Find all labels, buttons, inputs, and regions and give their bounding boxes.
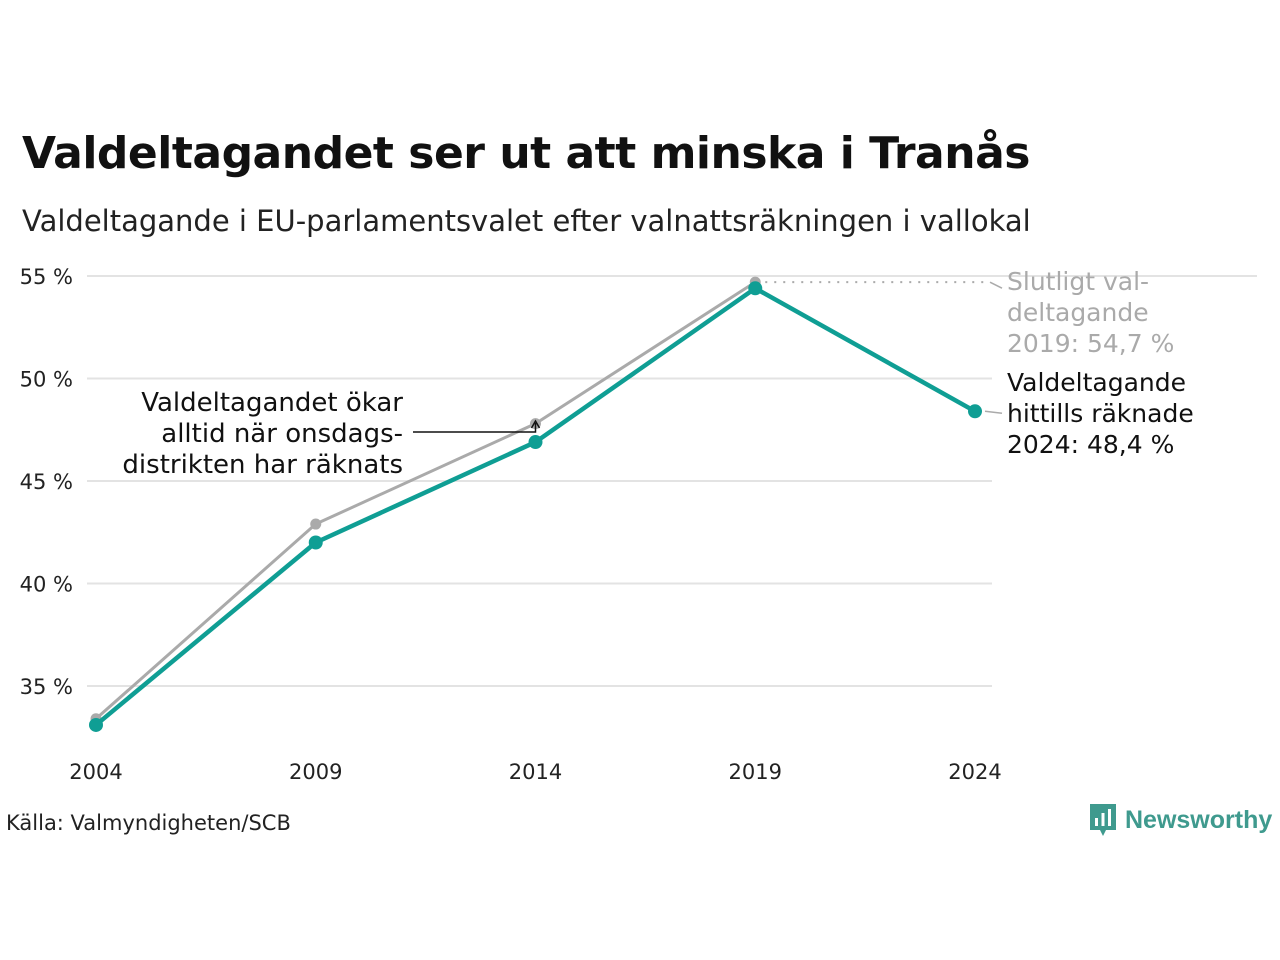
wednesday-note-line: Valdeltagandet ökar bbox=[141, 388, 403, 418]
x-tick-label: 2024 bbox=[948, 760, 1001, 784]
wednesday-note-arrow bbox=[413, 423, 537, 433]
source-note: Källa: Valmyndigheten/SCB bbox=[6, 811, 291, 835]
election-night-turnout-point bbox=[528, 435, 543, 450]
newsworthy-logo-text: Newsworthy bbox=[1125, 805, 1273, 834]
final-turnout-label: Slutligt val-deltagande 2019: 54,7 % bbox=[1007, 267, 1174, 358]
election-night-turnout-line bbox=[94, 286, 977, 727]
current-turnout-label-line: hittills räknade bbox=[1007, 399, 1194, 428]
wednesday-note-line: distrikten har räknats bbox=[122, 450, 403, 480]
wednesday-note-arrowhead bbox=[530, 419, 541, 429]
election-night-turnout-point bbox=[748, 281, 763, 296]
y-tick-label: 45 % bbox=[20, 470, 73, 494]
current-turnout-label: Valdeltagande hittills räknade 2024: 48,4 … bbox=[1007, 368, 1194, 459]
x-tick-label: 2014 bbox=[509, 760, 562, 784]
election-night-turnout-point bbox=[89, 717, 103, 732]
final-turnout-label-line: Slutligt val- bbox=[1007, 267, 1149, 296]
current-2024-leader bbox=[984, 410, 1003, 415]
current-turnout-label-line: Valdeltagande bbox=[1007, 368, 1186, 397]
final-turnout-point bbox=[310, 518, 322, 530]
wednesday-note-line: alltid när onsdags- bbox=[161, 419, 403, 449]
final-2019-leader-tick bbox=[989, 281, 1003, 289]
y-tick-label: 55 % bbox=[20, 265, 73, 289]
chart-title: Valdeltagandet ser ut att minska i Tranå… bbox=[22, 128, 1030, 179]
line-chart: 35 % 40 % 45 % 50 % 55 % 2004 2009 2014 2019 2024… bbox=[20, 265, 1257, 784]
wednesday-note: Valdeltagandet ökar alltid när onsdags-di… bbox=[122, 388, 403, 480]
final-turnout-label-line: deltagande bbox=[1007, 298, 1149, 327]
x-tick-label: 2009 bbox=[289, 760, 342, 784]
y-tick-label: 50 % bbox=[20, 368, 73, 392]
election-night-turnout-point bbox=[308, 535, 323, 550]
x-tick-label: 2019 bbox=[729, 760, 782, 784]
newsworthy-logo-icon bbox=[1090, 804, 1116, 836]
y-tick-label: 35 % bbox=[20, 675, 73, 699]
final-turnout-label-line: 2019: 54,7 % bbox=[1007, 329, 1174, 358]
election-night-turnout-point bbox=[968, 404, 982, 419]
newsworthy-logo: Newsworthy bbox=[1088, 802, 1272, 838]
x-tick-label: 2004 bbox=[69, 760, 122, 784]
final-turnout-line bbox=[95, 280, 757, 720]
y-tick-label: 40 % bbox=[20, 573, 73, 597]
current-turnout-label-line: 2024: 48,4 % bbox=[1007, 430, 1174, 459]
chart-subtitle: Valdeltagande i EU-parlamentsvalet efter… bbox=[22, 204, 1031, 238]
